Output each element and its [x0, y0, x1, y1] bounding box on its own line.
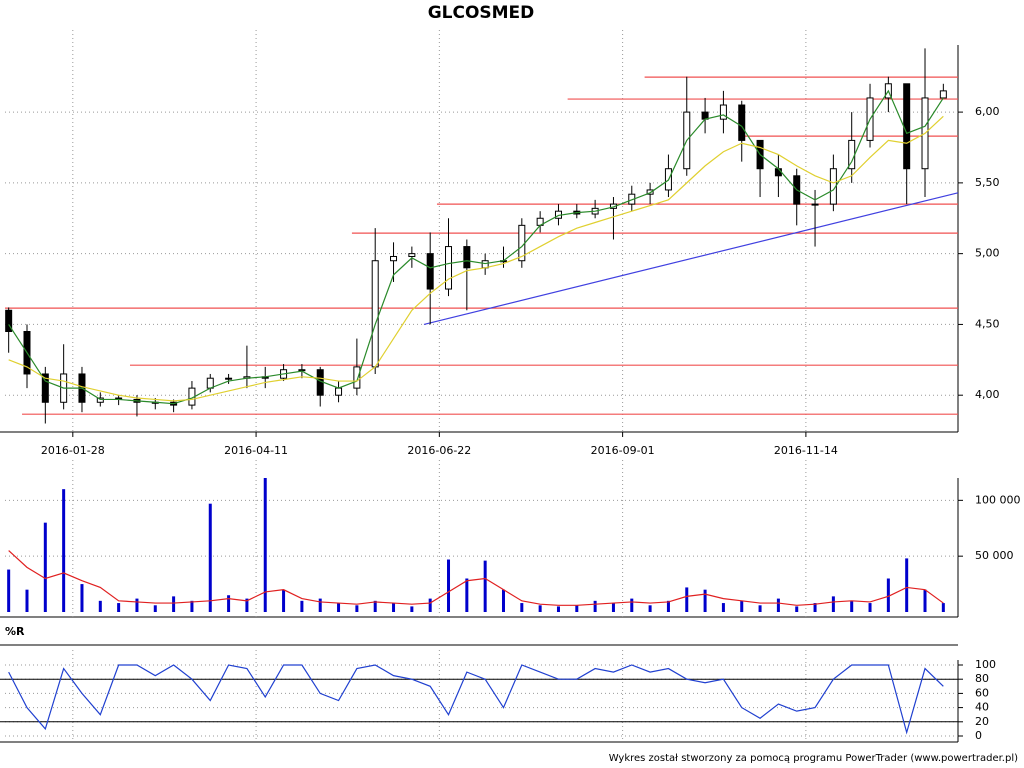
candle-body — [390, 255, 398, 262]
volume-bar — [501, 589, 505, 612]
candle-body — [463, 246, 471, 269]
volume-bar — [703, 589, 707, 612]
volume-bar — [98, 600, 102, 612]
y-tick-label: 5,00 — [975, 247, 1000, 260]
candle-body — [719, 104, 727, 120]
volume-bar — [868, 603, 872, 612]
volume-bar — [813, 603, 817, 612]
candle-body — [774, 168, 782, 177]
volume-bar — [465, 578, 469, 612]
volume-bar — [245, 598, 249, 612]
y-tick-label: 100 000 — [975, 493, 1021, 506]
volume-bar — [685, 587, 689, 612]
volume-bar — [721, 603, 725, 612]
x-tick-label: 2016-01-28 — [41, 444, 105, 457]
volume-bar — [611, 603, 615, 612]
candle-body — [371, 260, 379, 368]
volume-bar — [905, 558, 909, 612]
volume-bar — [208, 503, 212, 612]
volume-bar — [80, 584, 84, 612]
y-tick-label: 5,50 — [975, 176, 1000, 189]
y-tick-label: 4,00 — [975, 388, 1000, 401]
volume-bar — [318, 598, 322, 612]
volume-bar — [337, 603, 341, 612]
volume-bar — [556, 606, 560, 612]
candle-body — [445, 246, 453, 290]
volume-bar — [392, 603, 396, 612]
candle-body — [41, 373, 49, 403]
x-tick-label: 2016-09-01 — [591, 444, 655, 457]
y-tick-label: 0 — [975, 729, 982, 742]
volume-bar — [740, 600, 744, 612]
volume-bar — [282, 589, 286, 612]
candle-body — [811, 203, 819, 206]
volume-bar — [648, 605, 652, 612]
volume-bar — [758, 605, 762, 612]
volume-bar — [593, 600, 597, 612]
volume-bar — [538, 605, 542, 612]
volume-bar — [520, 603, 524, 612]
volume-bar — [483, 560, 487, 612]
volume-bar — [355, 605, 359, 612]
candle-body — [225, 377, 233, 380]
volume-bar — [575, 605, 579, 612]
candle-body — [738, 104, 746, 141]
volume-bar — [172, 596, 176, 612]
y-tick-label: 100 — [975, 658, 996, 671]
panel-title: %R — [5, 625, 25, 638]
volume-bar — [630, 598, 634, 612]
candle-body — [206, 377, 214, 389]
volume-bar — [25, 589, 29, 612]
y-tick-label: 20 — [975, 715, 989, 728]
volume-bar — [410, 606, 414, 612]
x-tick-label: 2016-04-11 — [224, 444, 288, 457]
volume-bar — [153, 605, 157, 612]
y-tick-label: 4,50 — [975, 317, 1000, 330]
volume-bar — [7, 569, 11, 612]
footer: Wykres został stworzony za pomocą progra… — [609, 753, 1018, 764]
volume-bar — [941, 603, 945, 612]
candle-body — [353, 366, 361, 389]
y-tick-label: 80 — [975, 672, 989, 685]
moving-average — [8, 89, 944, 405]
y-tick-label: 6,00 — [975, 105, 1000, 118]
candle-body — [939, 90, 947, 99]
volume-bar — [300, 600, 304, 612]
x-tick-label: 2016-06-22 — [407, 444, 471, 457]
candle-body — [426, 253, 434, 290]
volume-bar — [795, 606, 799, 612]
volume-bar — [190, 600, 194, 612]
volume-bar — [227, 595, 231, 612]
y-tick-label: 40 — [975, 701, 989, 714]
volume-bar — [447, 559, 451, 612]
volume-bar — [666, 600, 670, 612]
volume-bar — [117, 603, 121, 612]
volume-bar — [776, 598, 780, 612]
volume-bar — [831, 596, 835, 612]
x-tick-label: 2016-11-14 — [774, 444, 838, 457]
volume-bar — [43, 522, 47, 612]
volume-bar — [263, 478, 267, 612]
volume-bar — [428, 598, 432, 612]
trend-line — [423, 192, 959, 326]
volume-bar — [373, 600, 377, 612]
volume-bar — [886, 578, 890, 612]
candle-body — [903, 83, 911, 170]
volume-bar — [923, 589, 927, 612]
y-tick-label: 60 — [975, 686, 989, 699]
candle-body — [408, 253, 416, 257]
chart-title: GLCOSMED — [428, 3, 535, 23]
y-tick-label: 50 000 — [975, 549, 1014, 562]
volume-bar — [62, 489, 66, 612]
volume-bar — [135, 598, 139, 612]
volume-average — [8, 550, 944, 606]
moving-average — [8, 115, 944, 402]
indicator-line — [8, 664, 944, 735]
candle-body — [96, 397, 104, 403]
candle-body — [335, 387, 343, 396]
volume-bar — [850, 600, 854, 612]
candle-body — [5, 309, 13, 333]
